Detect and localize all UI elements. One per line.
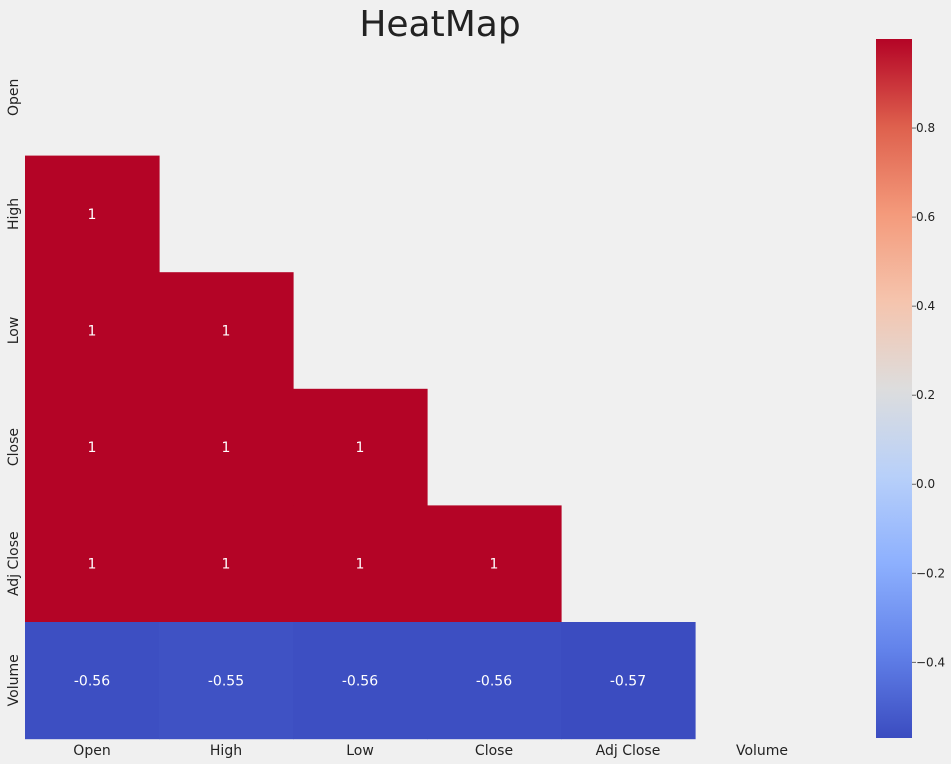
heatmap-cell xyxy=(293,622,428,740)
heatmap-cell xyxy=(293,388,428,506)
cell-value-label: 1 xyxy=(88,324,97,340)
cell-value-label: -0.57 xyxy=(610,673,646,689)
cell-value-label: 1 xyxy=(222,557,231,573)
colorbar-tick-label: 0.0 xyxy=(916,477,935,491)
colorbar-tick-label: 0.8 xyxy=(916,121,935,135)
colorbar-tick-labels: −0.4 −0.2 0.0 0.2 0.4 0.6 0.8 xyxy=(912,121,945,669)
x-tick-label: Close xyxy=(475,743,513,759)
colorbar-tick-label: 0.6 xyxy=(916,210,935,224)
x-tick-label: Adj Close xyxy=(596,743,661,759)
x-axis-tick-labels: Open High Low Close Adj Close Volume xyxy=(73,743,788,759)
heatmap-cell xyxy=(427,505,562,623)
heatmap-cells xyxy=(25,155,696,740)
heatmap-cell xyxy=(293,505,428,623)
cell-value-label: -0.56 xyxy=(476,673,512,689)
y-tick-label: Open xyxy=(6,79,22,116)
y-tick-label: Close xyxy=(6,428,22,466)
heatmap-cell xyxy=(25,505,160,623)
cell-value-label: 1 xyxy=(88,440,97,456)
heatmap-cell-labels: 1 1 1 1 1 1 1 1 1 1 -0.56 -0.55 -0.56 -0.56 -0.57 xyxy=(74,207,646,689)
cell-value-label: 1 xyxy=(356,440,365,456)
cell-value-label: -0.56 xyxy=(74,673,110,689)
heatmap-cell xyxy=(427,622,562,740)
y-tick-label: High xyxy=(6,198,22,230)
x-tick-label: Low xyxy=(346,743,374,759)
heatmap-cell xyxy=(25,155,160,273)
heatmap-cell xyxy=(25,388,160,506)
colorbar-tick-label: −0.2 xyxy=(916,566,945,580)
cell-value-label: 1 xyxy=(356,557,365,573)
cell-value-label: 1 xyxy=(490,557,499,573)
cell-value-label: 1 xyxy=(222,440,231,456)
heatmap-cell xyxy=(159,388,294,506)
cell-value-label: -0.56 xyxy=(342,673,378,689)
colorbar-tick-label: −0.4 xyxy=(916,655,945,669)
x-tick-label: Volume xyxy=(736,743,788,759)
cell-value-label: 1 xyxy=(88,207,97,223)
x-tick-label: Open xyxy=(73,743,110,759)
y-tick-label: Volume xyxy=(6,654,22,706)
heatmap-cell xyxy=(25,272,160,390)
colorbar-tick-label: 0.4 xyxy=(916,299,935,313)
y-tick-label: Low xyxy=(6,317,22,345)
colorbar-tick-label: 0.2 xyxy=(916,388,935,402)
heatmap-cell xyxy=(159,505,294,623)
cell-value-label: 1 xyxy=(222,324,231,340)
cell-value-label: -0.55 xyxy=(208,673,244,689)
colorbar xyxy=(876,39,912,738)
y-tick-label: Adj Close xyxy=(6,531,22,596)
y-axis-tick-labels: Open High Low Close Adj Close Volume xyxy=(6,79,22,707)
cell-value-label: 1 xyxy=(88,557,97,573)
chart-title: HeatMap xyxy=(359,4,520,45)
heatmap-cell xyxy=(561,622,696,740)
heatmap-cell xyxy=(25,622,160,740)
x-tick-label: High xyxy=(210,743,242,759)
heatmap-cell xyxy=(159,272,294,390)
heatmap-cell xyxy=(159,622,294,740)
